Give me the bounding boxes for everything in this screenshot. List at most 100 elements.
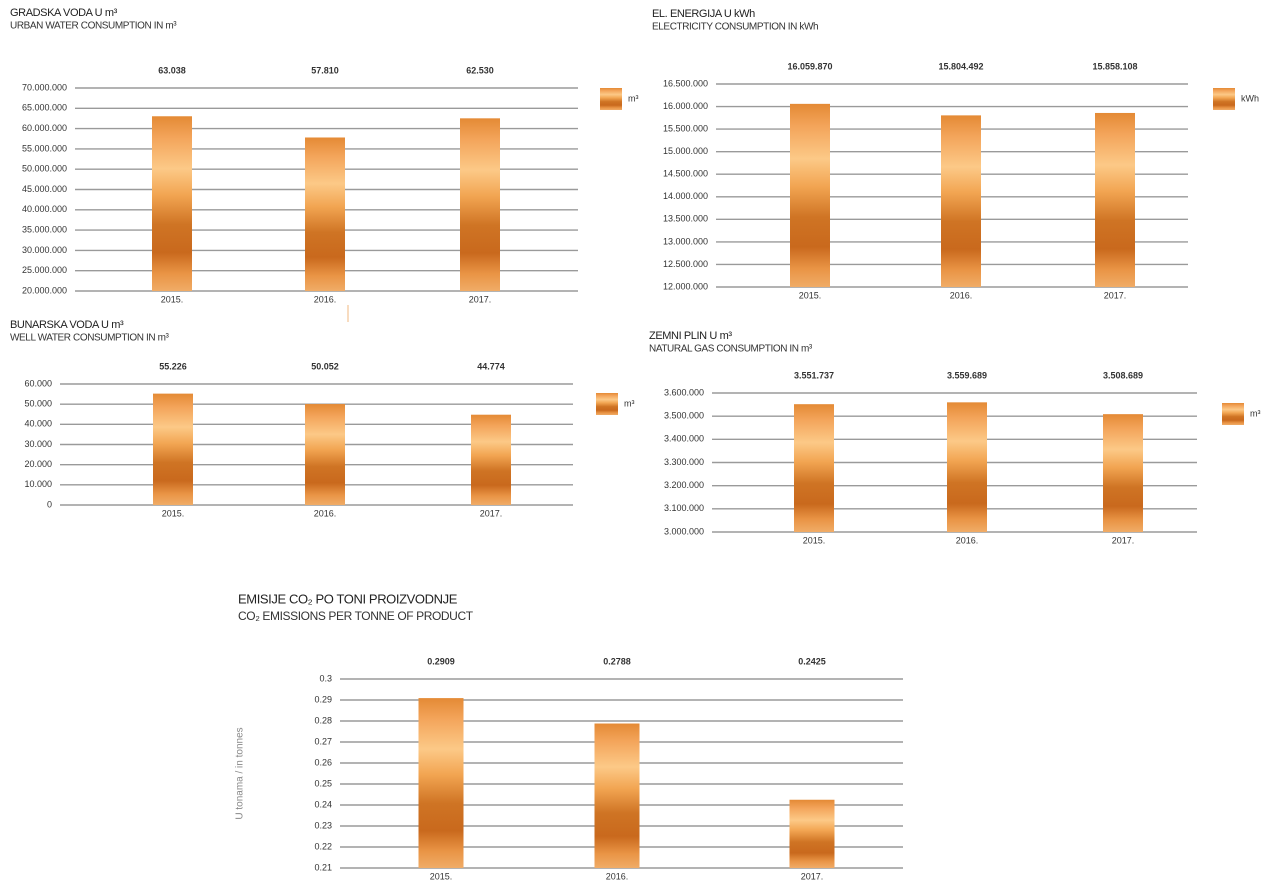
y-tick-label: 70.000.000 xyxy=(22,82,67,92)
y-tick-label: 0 xyxy=(47,499,52,509)
y-tick-label: 12.500.000 xyxy=(663,259,708,269)
y-tick-label: 12.000.000 xyxy=(663,281,708,291)
bar xyxy=(305,404,345,505)
y-tick-label: 60.000.000 xyxy=(22,123,67,133)
y-tick-label: 0.26 xyxy=(314,757,332,767)
chart-subtitle: ELECTRICITY CONSUMPTION IN kWh xyxy=(652,22,818,33)
y-tick-label: 35.000.000 xyxy=(22,224,67,234)
chart-title: ZEMNI PLIN U m³ xyxy=(649,330,732,342)
y-tick-label: 40.000 xyxy=(24,419,52,429)
y-tick-label: 10.000 xyxy=(24,479,52,489)
legend-label: m³ xyxy=(1250,408,1261,418)
y-tick-label: 20.000 xyxy=(24,459,52,469)
x-tick-label: 2016. xyxy=(956,535,979,545)
y-tick-label: 3.300.000 xyxy=(664,457,704,467)
y-tick-label: 15.500.000 xyxy=(663,123,708,133)
y-tick-label: 3.400.000 xyxy=(664,434,704,444)
x-tick-label: 2017. xyxy=(801,871,824,881)
x-tick-label: 2016. xyxy=(314,294,337,304)
y-axis-label: U tonama / in tonnes xyxy=(235,727,246,819)
legend-label: m³ xyxy=(628,93,639,103)
value-label: 0.2425 xyxy=(798,656,826,666)
chart-subtitle: WELL WATER CONSUMPTION IN m³ xyxy=(10,333,169,344)
x-tick-label: 2015. xyxy=(162,508,185,518)
value-label: 57.810 xyxy=(311,65,339,75)
y-tick-label: 3.500.000 xyxy=(664,411,704,421)
y-tick-label: 16.000.000 xyxy=(663,101,708,111)
y-tick-label: 13.000.000 xyxy=(663,236,708,246)
y-tick-label: 20.000.000 xyxy=(22,285,67,295)
y-tick-label: 50.000.000 xyxy=(22,164,67,174)
x-tick-label: 2016. xyxy=(606,871,629,881)
bar xyxy=(305,137,345,291)
value-label: 63.038 xyxy=(158,65,186,75)
y-tick-label: 30.000 xyxy=(24,439,52,449)
chart-subtitle: NATURAL GAS CONSUMPTION IN m³ xyxy=(649,344,813,355)
x-tick-label: 2017. xyxy=(469,294,492,304)
bar xyxy=(790,103,830,287)
chart-title: BUNARSKA VODA U m³ xyxy=(10,319,124,331)
y-tick-label: 3.600.000 xyxy=(664,387,704,397)
y-tick-label: 60.000 xyxy=(24,378,52,388)
y-tick-label: 16.500.000 xyxy=(663,78,708,88)
chart-title: GRADSKA VODA U m³ xyxy=(10,7,118,19)
bar xyxy=(947,402,987,532)
y-tick-label: 50.000 xyxy=(24,399,52,409)
y-tick-label: 0.23 xyxy=(314,820,332,830)
legend-swatch xyxy=(596,393,618,415)
y-tick-label: 0.3 xyxy=(319,673,332,683)
value-label: 3.508.689 xyxy=(1103,370,1143,380)
legend-swatch xyxy=(1213,88,1235,110)
y-tick-label: 40.000.000 xyxy=(22,204,67,214)
value-label: 15.804.492 xyxy=(938,61,983,71)
y-tick-label: 15.000.000 xyxy=(663,146,708,156)
x-tick-label: 2015. xyxy=(430,871,453,881)
y-tick-label: 0.28 xyxy=(314,715,332,725)
chart-subtitle: URBAN WATER CONSUMPTION IN m³ xyxy=(10,21,177,32)
value-label: 16.059.870 xyxy=(787,61,832,71)
value-label: 50.052 xyxy=(311,361,339,371)
x-tick-label: 2015. xyxy=(161,294,184,304)
bar xyxy=(594,723,640,868)
y-tick-label: 45.000.000 xyxy=(22,184,67,194)
value-label: 3.559.689 xyxy=(947,370,987,380)
legend-swatch xyxy=(600,88,622,110)
y-tick-label: 0.25 xyxy=(314,778,332,788)
y-tick-label: 3.200.000 xyxy=(664,480,704,490)
value-label: 62.530 xyxy=(466,65,494,75)
chart-title: EMISIJE CO₂ PO TONI PROIZVODNJE xyxy=(238,591,458,606)
bar xyxy=(1103,414,1143,532)
value-label: 3.551.737 xyxy=(794,370,834,380)
bar xyxy=(1095,112,1135,288)
y-tick-label: 0.24 xyxy=(314,799,332,809)
value-label: 44.774 xyxy=(477,361,505,371)
y-tick-label: 0.21 xyxy=(314,862,332,872)
bar xyxy=(460,118,500,291)
x-tick-label: 2015. xyxy=(799,290,822,300)
y-tick-label: 3.000.000 xyxy=(664,526,704,536)
y-tick-label: 65.000.000 xyxy=(22,103,67,113)
bar xyxy=(153,393,193,505)
bar xyxy=(941,115,981,287)
legend-label: m³ xyxy=(624,398,635,408)
bar xyxy=(789,799,835,868)
x-tick-label: 2015. xyxy=(803,535,826,545)
y-tick-label: 0.27 xyxy=(314,736,332,746)
y-tick-label: 14.000.000 xyxy=(663,191,708,201)
bar xyxy=(471,414,511,505)
y-tick-label: 13.500.000 xyxy=(663,214,708,224)
bar xyxy=(794,404,834,532)
bar xyxy=(418,698,464,868)
value-label: 15.858.108 xyxy=(1092,61,1137,71)
y-tick-label: 55.000.000 xyxy=(22,143,67,153)
chart-subtitle: CO₂ EMISSIONS PER TONNE OF PRODUCT xyxy=(238,609,474,623)
x-tick-label: 2017. xyxy=(1112,535,1135,545)
x-tick-label: 2017. xyxy=(480,508,503,518)
x-tick-label: 2017. xyxy=(1104,290,1127,300)
y-tick-label: 30.000.000 xyxy=(22,245,67,255)
y-tick-label: 0.22 xyxy=(314,841,332,851)
value-label: 0.2788 xyxy=(603,656,631,666)
y-tick-label: 14.500.000 xyxy=(663,169,708,179)
bar xyxy=(152,116,192,291)
